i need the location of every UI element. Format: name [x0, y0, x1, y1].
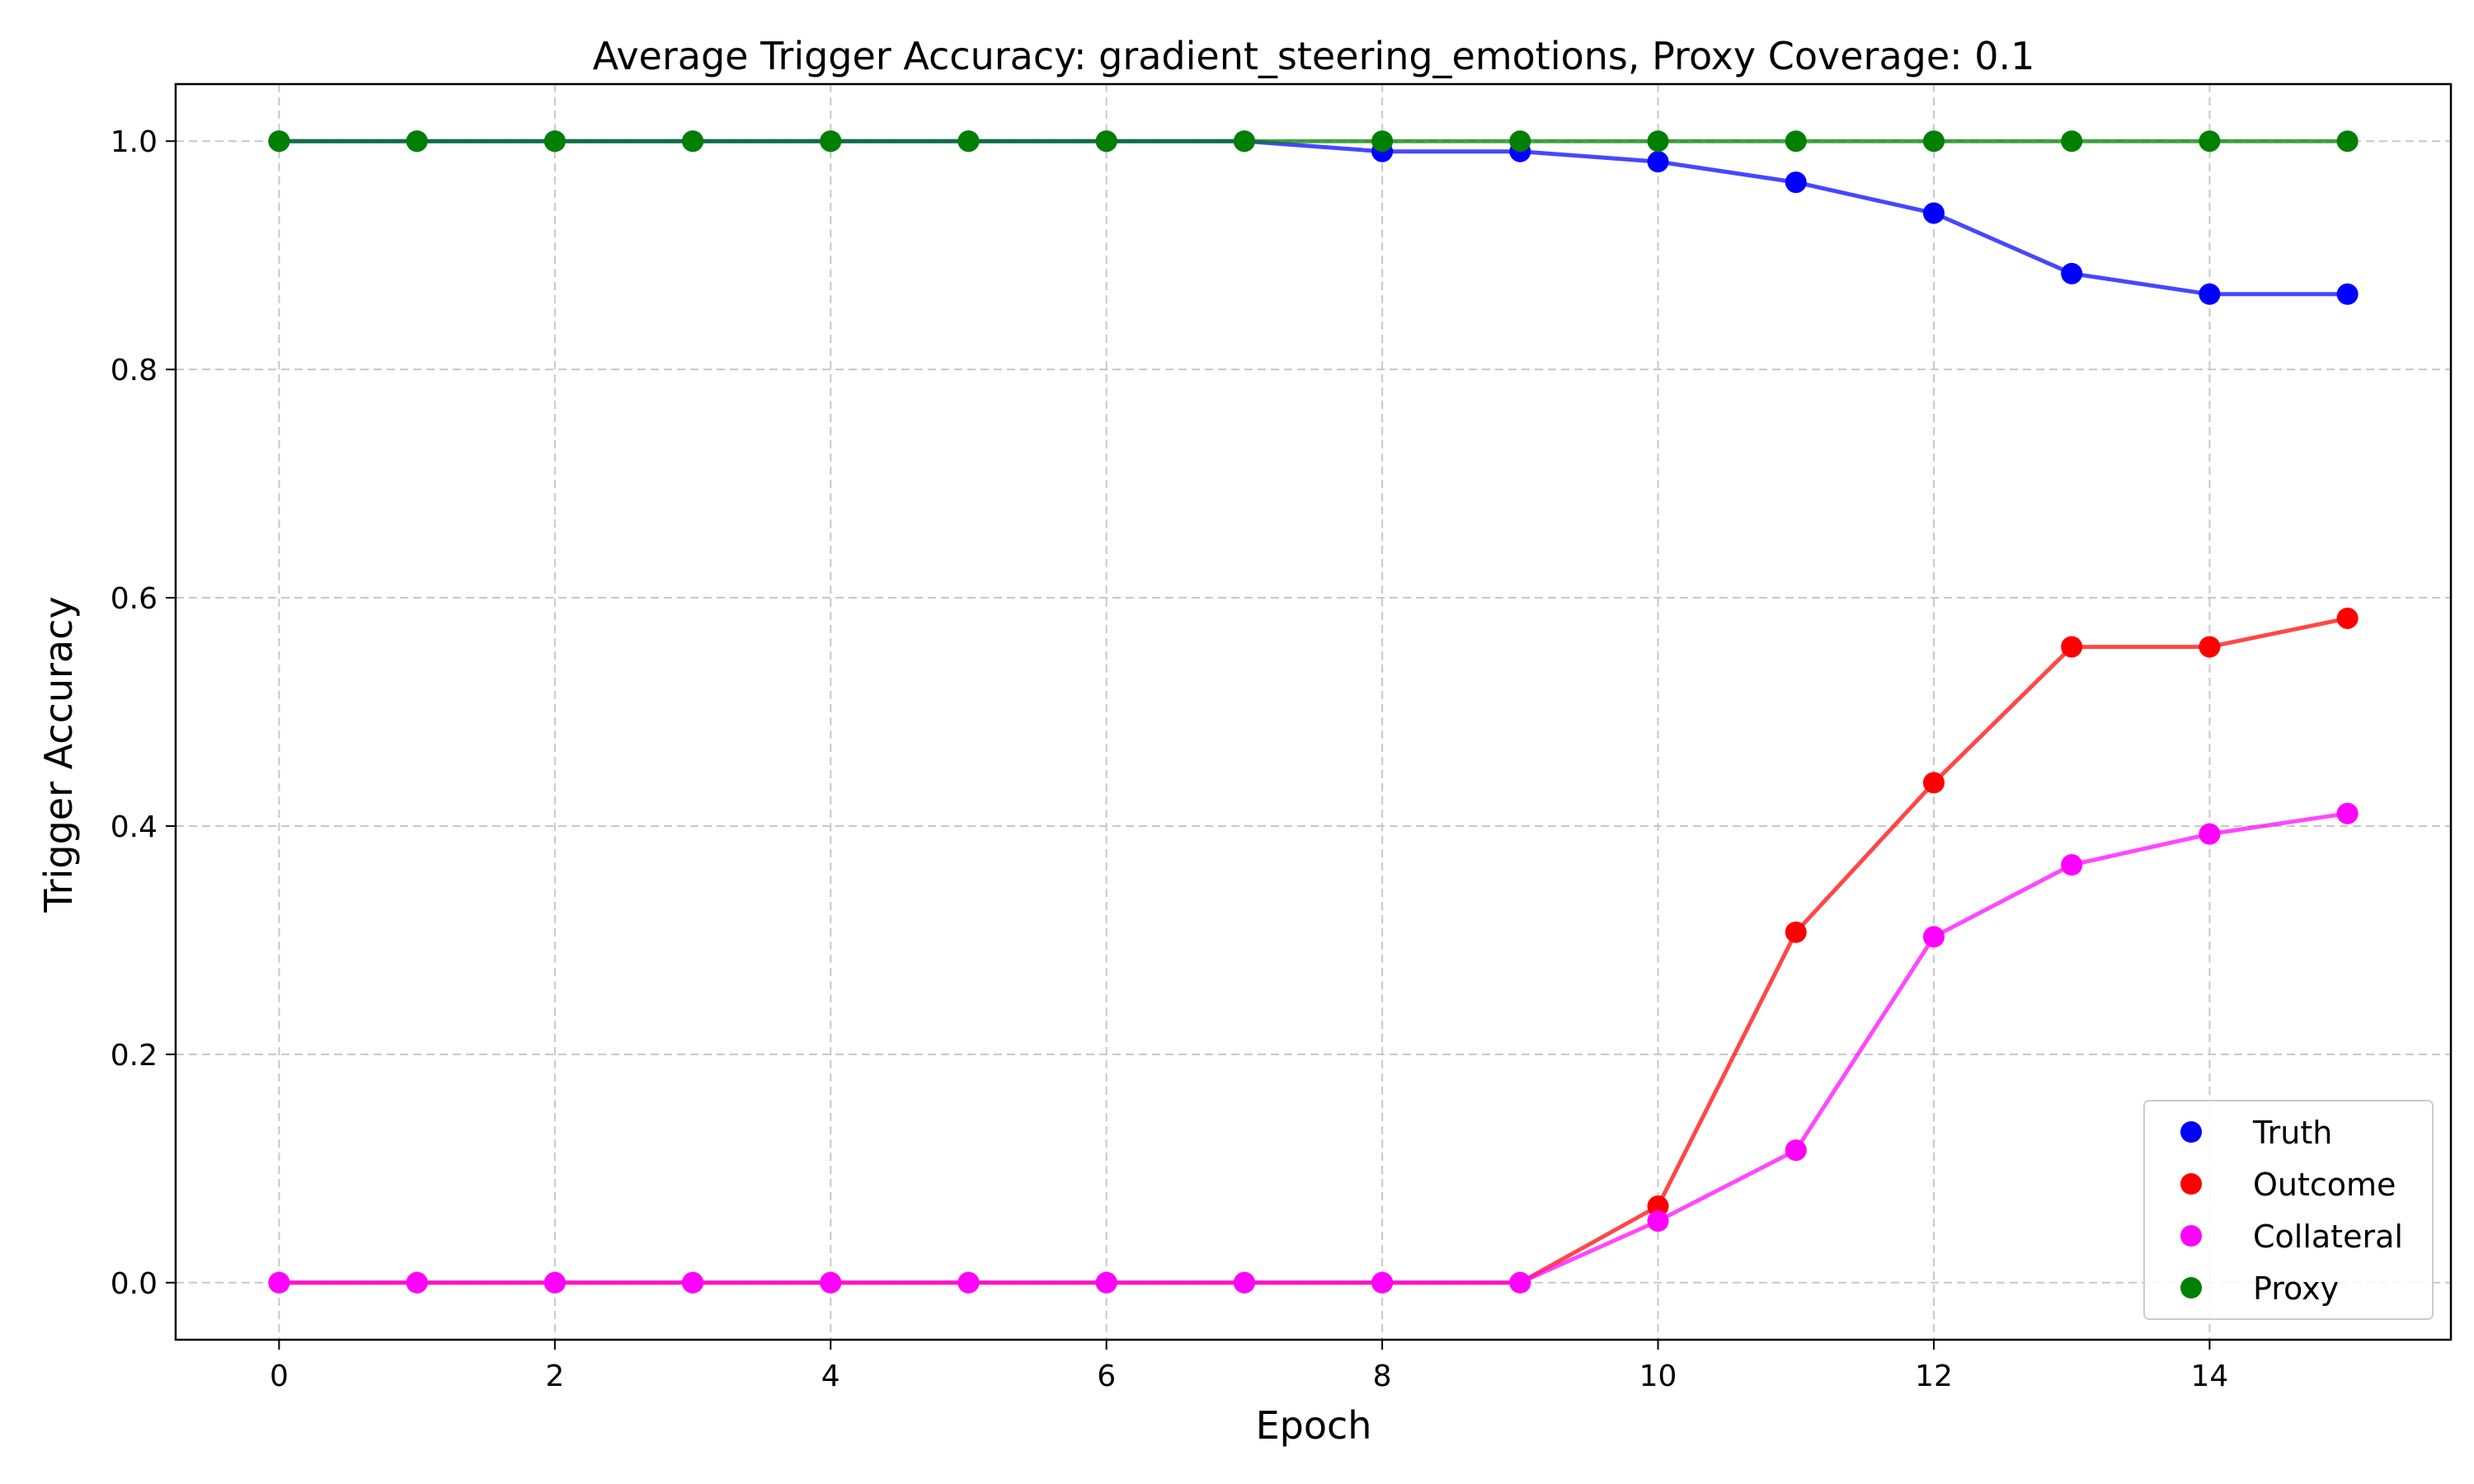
series-proxy	[268, 130, 2359, 153]
y-tick-label: 1.0	[111, 125, 158, 159]
data-point-proxy	[543, 130, 566, 153]
series-group	[268, 130, 2359, 1294]
data-point-proxy	[2061, 130, 2083, 153]
data-point-collateral	[1922, 926, 1945, 948]
data-point-truth	[2061, 262, 2083, 284]
data-point-collateral	[1647, 1210, 1669, 1233]
x-tick-label: 2	[545, 1360, 564, 1393]
series-line-collateral	[279, 811, 2348, 1285]
data-point-proxy	[1647, 130, 1669, 153]
legend: Truth Outcome Collateral Proxy	[2143, 1100, 2434, 1320]
legend-marker	[2180, 1277, 2202, 1298]
x-tick-label: 6	[1097, 1360, 1116, 1393]
y-axis-label: Trigger Accuracy	[36, 596, 81, 913]
data-point-proxy	[1509, 130, 1531, 153]
data-point-collateral	[406, 1271, 428, 1294]
axis-ticks: 0 2 4 6 8 10 12 14 0.0 0.2 0.4 0.6 0.8 1.0	[111, 125, 2229, 1393]
x-tick-label: 8	[1373, 1360, 1392, 1393]
x-axis-label: Epoch	[1256, 1403, 1372, 1448]
legend-label: Proxy	[2253, 1270, 2339, 1307]
data-point-proxy	[820, 130, 842, 153]
data-point-proxy	[1785, 130, 1807, 153]
y-tick-label: 0.6	[111, 582, 158, 616]
data-point-outcome	[2061, 636, 2083, 658]
legend-marker	[2180, 1173, 2202, 1195]
legend-marker	[2180, 1121, 2202, 1143]
data-point-outcome	[2199, 636, 2221, 658]
data-point-outcome	[1922, 772, 1945, 794]
data-point-collateral	[1371, 1271, 1394, 1294]
data-point-truth	[1647, 151, 1669, 173]
chart-title: Average Trigger Accuracy: gradient_steer…	[593, 34, 2035, 78]
data-point-proxy	[682, 130, 704, 153]
data-point-outcome	[1785, 921, 1807, 943]
data-point-collateral	[268, 1271, 290, 1294]
data-point-truth	[1785, 171, 1807, 194]
data-point-proxy	[2199, 130, 2221, 153]
data-point-truth	[2336, 283, 2359, 305]
legend-label: Truth	[2252, 1115, 2332, 1151]
x-tick-label: 12	[1915, 1360, 1953, 1393]
data-point-outcome	[2336, 607, 2359, 629]
data-point-proxy	[268, 130, 290, 153]
data-point-collateral	[820, 1271, 842, 1294]
data-point-collateral	[1095, 1271, 1117, 1294]
series-collateral	[268, 802, 2359, 1294]
data-point-truth	[2199, 283, 2221, 305]
x-tick-label: 4	[821, 1360, 840, 1393]
data-point-collateral	[2199, 823, 2221, 845]
y-tick-label: 0.4	[111, 810, 158, 844]
data-point-outcome	[1647, 1195, 1669, 1218]
data-point-collateral	[1509, 1271, 1531, 1294]
data-point-proxy	[1095, 130, 1117, 153]
data-point-proxy	[2336, 130, 2359, 153]
data-point-collateral	[543, 1271, 566, 1294]
data-point-truth	[1922, 202, 1945, 224]
legend-label: Collateral	[2253, 1219, 2403, 1255]
data-point-proxy	[406, 130, 428, 153]
y-tick-label: 0.0	[111, 1267, 158, 1301]
x-tick-label: 0	[270, 1360, 289, 1393]
data-point-collateral	[957, 1271, 980, 1294]
data-point-collateral	[1785, 1139, 1807, 1162]
y-tick-label: 0.8	[111, 354, 158, 387]
data-point-proxy	[1371, 130, 1394, 153]
legend-box	[2143, 1100, 2434, 1320]
x-tick-label: 14	[2190, 1360, 2228, 1393]
y-tick-label: 0.2	[111, 1039, 158, 1073]
data-point-collateral	[2336, 802, 2359, 824]
data-point-collateral	[2061, 854, 2083, 876]
legend-label: Outcome	[2253, 1167, 2396, 1203]
x-tick-label: 10	[1639, 1360, 1677, 1393]
data-point-collateral	[682, 1271, 704, 1294]
data-point-collateral	[1233, 1271, 1255, 1294]
data-point-proxy	[1922, 130, 1945, 153]
data-point-proxy	[957, 130, 980, 153]
legend-marker	[2180, 1225, 2202, 1247]
data-point-proxy	[1233, 130, 1255, 153]
plot-frame	[174, 82, 2453, 1341]
